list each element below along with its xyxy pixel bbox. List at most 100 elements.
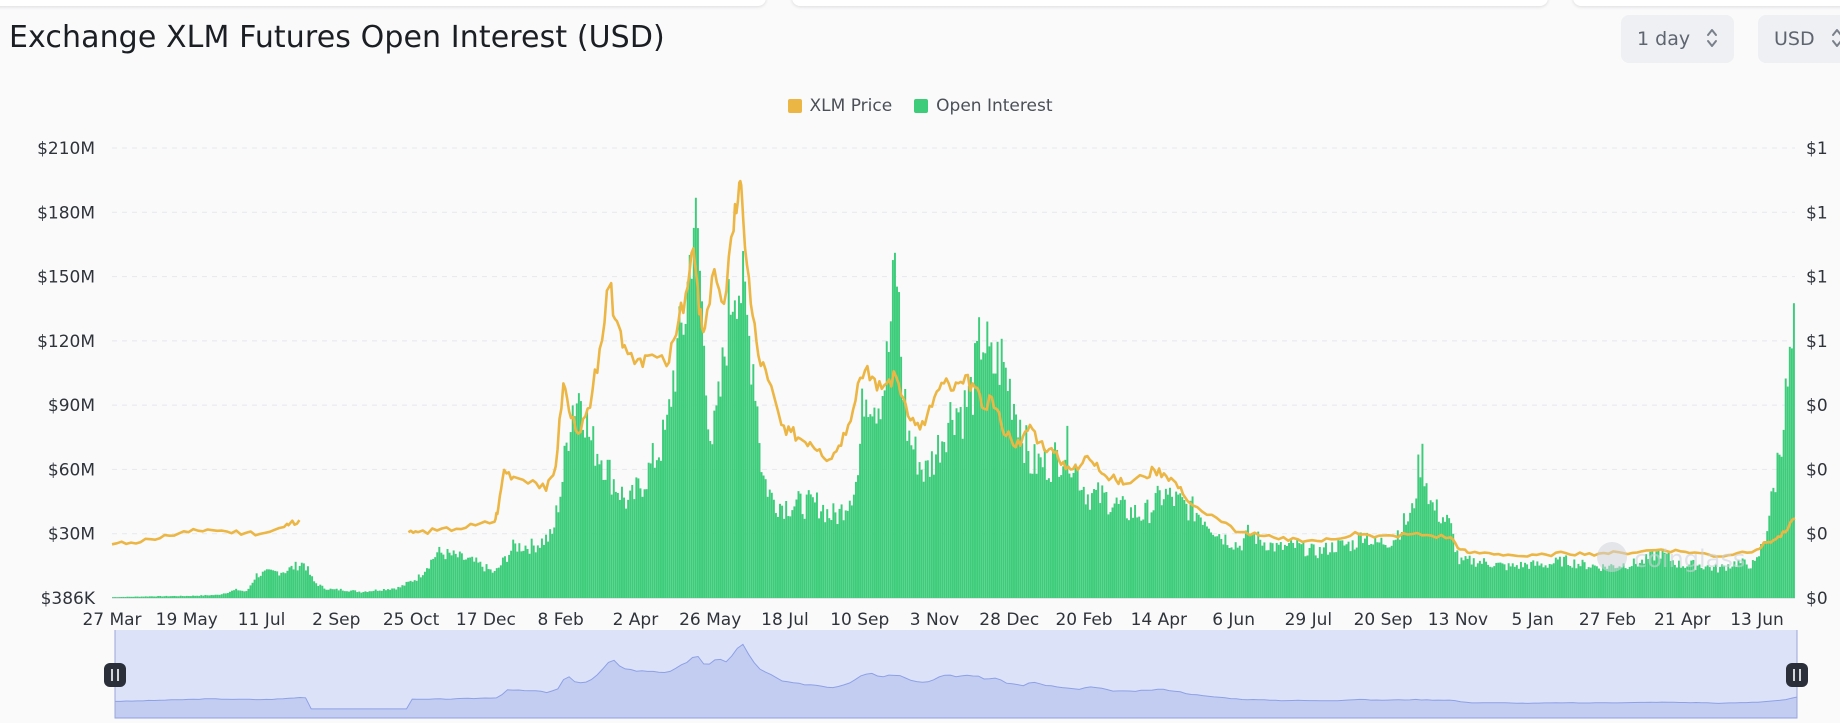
open-interest-bar <box>1450 523 1453 598</box>
open-interest-bar <box>112 597 114 598</box>
open-interest-bar <box>1247 524 1249 598</box>
open-interest-bar <box>1304 556 1307 598</box>
open-interest-bar <box>1140 520 1143 598</box>
open-interest-bar <box>1749 568 1752 598</box>
open-interest-bar <box>1074 463 1077 598</box>
open-interest-bar <box>988 346 991 598</box>
open-interest-bar <box>561 481 564 598</box>
currency-select[interactable]: USD <box>1758 15 1840 63</box>
open-interest-bar <box>1054 442 1057 598</box>
open-interest-bar <box>610 494 613 598</box>
open-interest-bar <box>142 596 145 598</box>
open-interest-bar <box>1109 512 1112 598</box>
open-interest-bar <box>1634 563 1637 598</box>
open-interest-bar <box>1444 521 1446 598</box>
open-interest-bar <box>1487 564 1490 598</box>
open-interest-bar <box>1039 457 1042 598</box>
open-interest-bar <box>557 512 560 598</box>
open-interest-bar <box>1550 564 1553 598</box>
open-interest-bar <box>1567 564 1570 598</box>
open-interest-bar <box>1286 545 1288 598</box>
interval-select[interactable]: 1 day <box>1621 15 1734 63</box>
open-interest-bar <box>1263 542 1266 598</box>
open-interest-bar <box>376 590 379 598</box>
open-interest-bar <box>1480 563 1483 598</box>
open-interest-bar <box>1314 555 1317 598</box>
open-interest-bar <box>329 588 332 598</box>
open-interest-bar <box>717 381 720 598</box>
open-interest-bar <box>813 502 816 598</box>
y-right-tick-label: $0 <box>1806 460 1828 480</box>
open-interest-bar <box>871 416 874 598</box>
open-interest-bar <box>627 499 630 598</box>
open-interest-bar <box>692 227 695 598</box>
open-interest-bar <box>844 510 847 598</box>
open-interest-bar <box>194 595 197 598</box>
x-tick-label: 20 Sep <box>1354 610 1413 630</box>
open-interest-bar <box>198 595 201 598</box>
open-interest-bar <box>1091 493 1093 598</box>
open-interest-bar <box>1684 567 1687 598</box>
open-interest-bar <box>1745 564 1748 598</box>
open-interest-bar <box>413 580 416 598</box>
open-interest-bar <box>403 585 406 598</box>
open-interest-bar <box>1448 518 1451 598</box>
open-interest-bar <box>1062 466 1065 598</box>
open-interest-bar <box>148 596 151 598</box>
legend-item-open-interest[interactable]: Open Interest <box>914 96 1053 116</box>
open-interest-bar <box>1333 552 1336 598</box>
open-interest-bar <box>1271 543 1274 598</box>
open-interest-bar <box>1160 505 1163 598</box>
open-interest-bar <box>1136 517 1139 598</box>
open-interest-bar <box>458 551 461 598</box>
open-interest-bar <box>1620 567 1623 598</box>
open-interest-bar <box>1029 473 1032 598</box>
open-interest-bar <box>647 462 650 598</box>
open-interest-bar <box>175 596 178 598</box>
open-interest-bar <box>1068 473 1071 598</box>
open-interest-bar <box>146 596 149 598</box>
open-interest-bar <box>1780 456 1783 598</box>
open-interest-bar <box>604 479 607 598</box>
open-interest-bar <box>1717 572 1719 598</box>
open-interest-bar <box>967 385 970 598</box>
open-interest-bar <box>1171 496 1174 598</box>
open-interest-bar <box>526 549 529 598</box>
y-right-tick-label: $1 <box>1806 203 1828 223</box>
legend-item-price[interactable]: XLM Price <box>787 96 892 116</box>
open-interest-bar <box>1152 510 1155 598</box>
navigator-handle-right[interactable] <box>1786 630 1808 718</box>
y-right-tick-label: $1 <box>1806 268 1828 288</box>
open-interest-bar <box>865 399 868 598</box>
open-interest-bar <box>1337 540 1340 598</box>
open-interest-bar <box>1261 545 1264 598</box>
open-interest-bar <box>606 459 609 598</box>
open-interest-bar <box>898 292 901 598</box>
open-interest-bar <box>1476 563 1479 598</box>
open-interest-bar <box>1306 555 1309 598</box>
open-interest-bar <box>1236 547 1239 598</box>
open-interest-bar <box>690 278 693 598</box>
open-interest-bar <box>132 596 135 598</box>
open-interest-bar <box>1125 518 1128 598</box>
open-interest-bar <box>551 533 554 598</box>
open-interest-bar <box>930 451 933 598</box>
open-interest-bar <box>764 479 767 598</box>
open-interest-bar <box>522 550 525 598</box>
open-interest-bar <box>341 590 344 598</box>
open-interest-bar <box>1692 559 1695 598</box>
open-interest-bar <box>1351 540 1354 598</box>
open-interest-bar <box>1076 466 1079 598</box>
y-right-tick-label: $0 <box>1806 589 1828 609</box>
open-interest-bar <box>1729 568 1732 598</box>
open-interest-bar <box>1505 570 1508 598</box>
open-interest-bar <box>850 505 853 598</box>
open-interest-bar <box>1318 547 1321 598</box>
open-interest-bar <box>1400 531 1403 598</box>
open-interest-bar <box>891 260 894 598</box>
navigator-handle-left[interactable] <box>104 630 126 718</box>
open-interest-bar <box>553 527 556 598</box>
open-interest-bar <box>1279 542 1282 598</box>
open-interest-bar <box>1741 558 1744 598</box>
open-interest-bar <box>1762 542 1765 598</box>
